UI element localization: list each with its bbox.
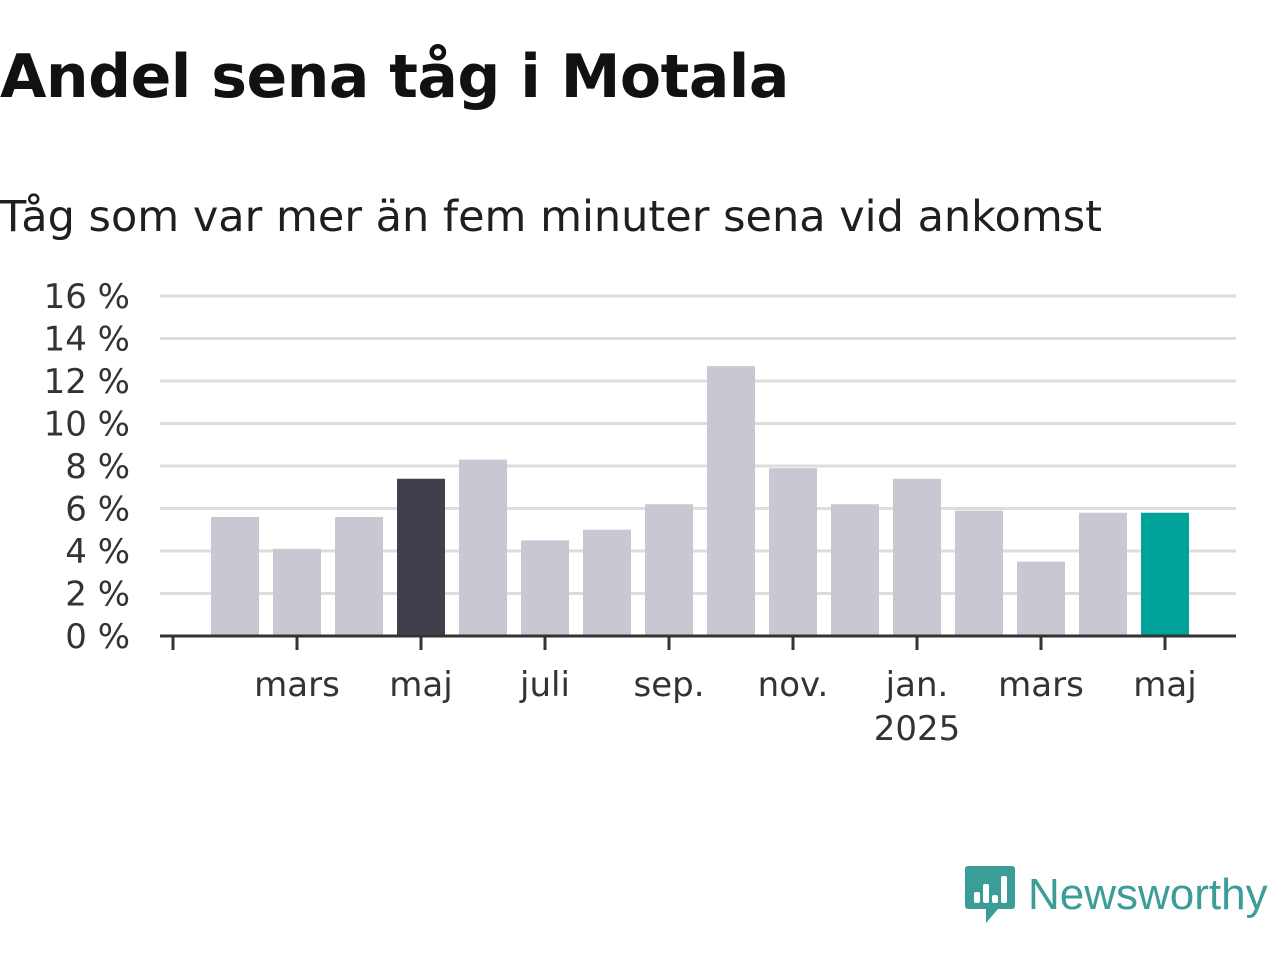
x-tick-year-label: 2025 <box>874 709 961 749</box>
bar-2024-05 <box>397 478 445 636</box>
x-tick-label: maj <box>1133 665 1196 705</box>
bar-2024-09 <box>645 504 693 636</box>
bar-2024-02 <box>211 517 259 636</box>
bar-2025-03 <box>1017 561 1065 636</box>
x-tick-label: mars <box>254 665 340 705</box>
gridlines <box>160 294 1236 595</box>
bar-2025-04 <box>1079 512 1127 636</box>
bar-2025-01 <box>893 478 941 636</box>
bar-2024-11 <box>769 468 817 636</box>
logo-wordmark: Newsworthy <box>1028 870 1268 919</box>
bar-2024-10 <box>707 366 755 636</box>
y-tick-label: 12 % <box>44 362 130 402</box>
bar-2024-12 <box>831 504 879 636</box>
newsworthy-logo: Newsworthy <box>964 864 1268 926</box>
y-tick-label: 4 % <box>65 532 130 572</box>
y-axis-labels: 0 %2 %4 %6 %8 %10 %12 %14 %16 % <box>44 277 130 657</box>
x-tick-label: mars <box>998 665 1084 705</box>
y-tick-label: 8 % <box>65 447 130 487</box>
bar-2025-02 <box>955 510 1003 636</box>
bar-2024-08 <box>583 529 631 636</box>
x-tick-label: sep. <box>633 665 704 705</box>
bars <box>211 366 1189 636</box>
chart-title: Andel sena tåg i Motala <box>0 42 789 112</box>
y-tick-label: 0 % <box>65 617 130 657</box>
y-tick-label: 14 % <box>44 320 130 360</box>
bar-2025-05 <box>1141 512 1189 636</box>
bar-2024-07 <box>521 540 569 636</box>
y-tick-label: 10 % <box>44 405 130 445</box>
x-tick-label: maj <box>389 665 452 705</box>
y-tick-label: 16 % <box>44 277 130 317</box>
bar-2024-04 <box>335 517 383 636</box>
newsworthy-bar-chart-icon <box>965 866 1015 923</box>
bar-2024-06 <box>459 459 507 636</box>
x-tick-label: jan. <box>885 665 949 705</box>
y-tick-label: 2 % <box>65 575 130 615</box>
bar-chart: 0 %2 %4 %6 %8 %10 %12 %14 %16 % mars maj j… <box>44 277 1236 749</box>
x-axis: mars maj juli sep. nov. jan.2025 mars maj <box>160 634 1236 749</box>
x-tick-label: nov. <box>758 665 829 705</box>
x-tick-label: juli <box>519 665 570 705</box>
chart-subtitle: Tåg som var mer än fem minuter sena vid … <box>0 192 1103 242</box>
y-tick-label: 6 % <box>65 490 130 530</box>
bar-2024-03 <box>273 548 321 636</box>
